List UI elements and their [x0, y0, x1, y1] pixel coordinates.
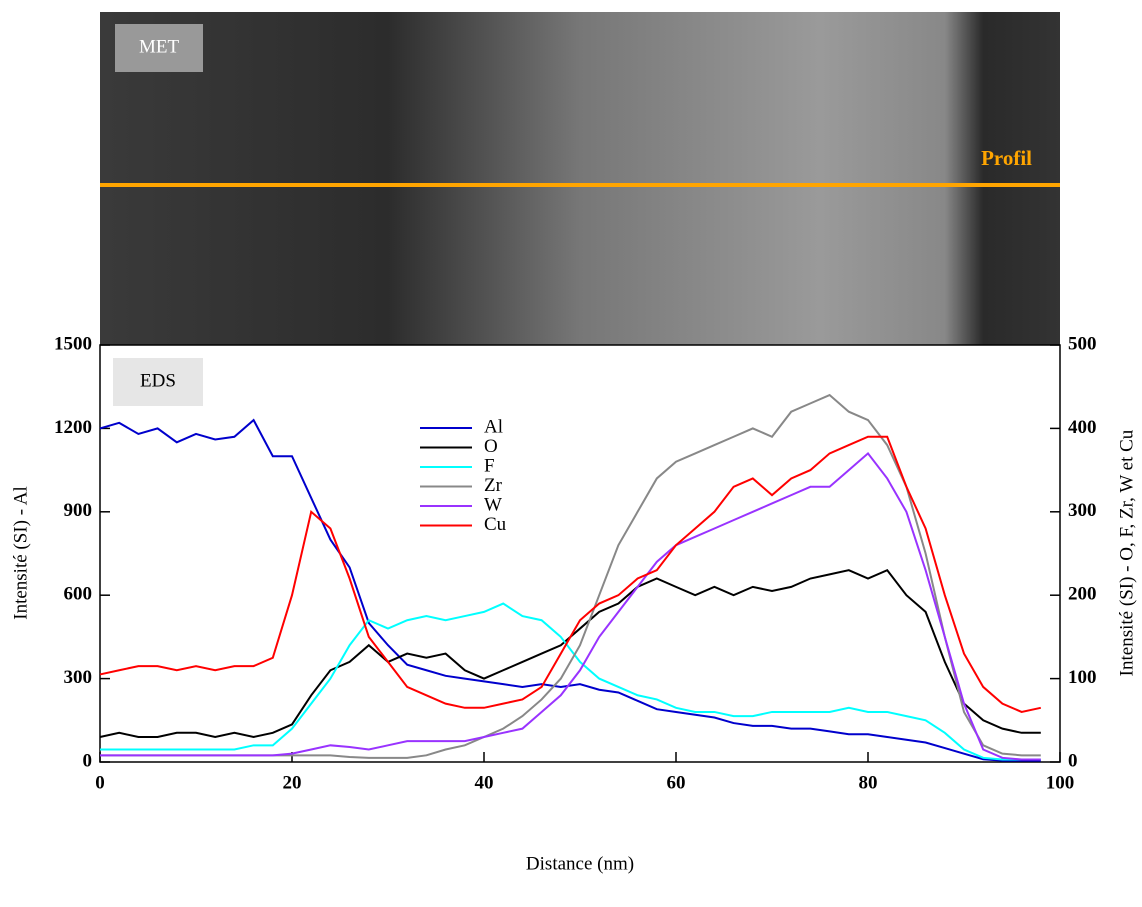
y-tick-label: 900 — [64, 500, 93, 521]
profile-label: Profil — [981, 146, 1032, 170]
x-tick-label: 100 — [1046, 772, 1075, 793]
y2-tick-label: 100 — [1068, 667, 1097, 688]
legend-label: Al — [484, 416, 503, 437]
panel-label-box — [113, 358, 203, 406]
y2-axis-label: Intensité (SI) - O, F, Zr, W et Cu — [1116, 429, 1137, 676]
y-axis-label: Intensité (SI) - Al — [10, 486, 31, 620]
y-tick-label: 300 — [64, 667, 93, 688]
x-tick-label: 60 — [667, 772, 686, 793]
y-tick-label: 0 — [83, 750, 93, 771]
x-tick-label: 80 — [859, 772, 878, 793]
legend-label: Zr — [484, 475, 503, 496]
x-axis-label: Distance (nm) — [526, 853, 634, 874]
series-line — [99, 568, 1041, 739]
x-tick-label: 20 — [283, 772, 302, 793]
legend-label: O — [484, 436, 498, 457]
panel-label: EDS — [140, 370, 176, 391]
met-image — [100, 12, 1060, 345]
legend-label: Cu — [484, 514, 507, 535]
y2-tick-label: 0 — [1068, 750, 1078, 771]
y2-tick-label: 300 — [1068, 500, 1097, 521]
image-label-box — [115, 24, 203, 72]
x-tick-label: 40 — [475, 772, 494, 793]
y2-tick-label: 500 — [1068, 333, 1097, 354]
x-tick-label: 0 — [95, 772, 105, 793]
y-tick-label: 1200 — [54, 417, 92, 438]
y2-tick-label: 200 — [1068, 584, 1097, 605]
series-line — [100, 451, 1041, 761]
image-label: MET — [139, 36, 180, 57]
legend-label: W — [484, 494, 502, 515]
y-tick-label: 1500 — [54, 333, 92, 354]
series-line — [100, 393, 1041, 759]
y2-tick-label: 400 — [1068, 417, 1097, 438]
series-line — [99, 418, 1041, 762]
series-line — [100, 602, 1041, 761]
legend-label: F — [484, 455, 495, 476]
series-line — [99, 435, 1042, 714]
y-tick-label: 600 — [64, 584, 93, 605]
plot-frame — [99, 344, 1061, 763]
